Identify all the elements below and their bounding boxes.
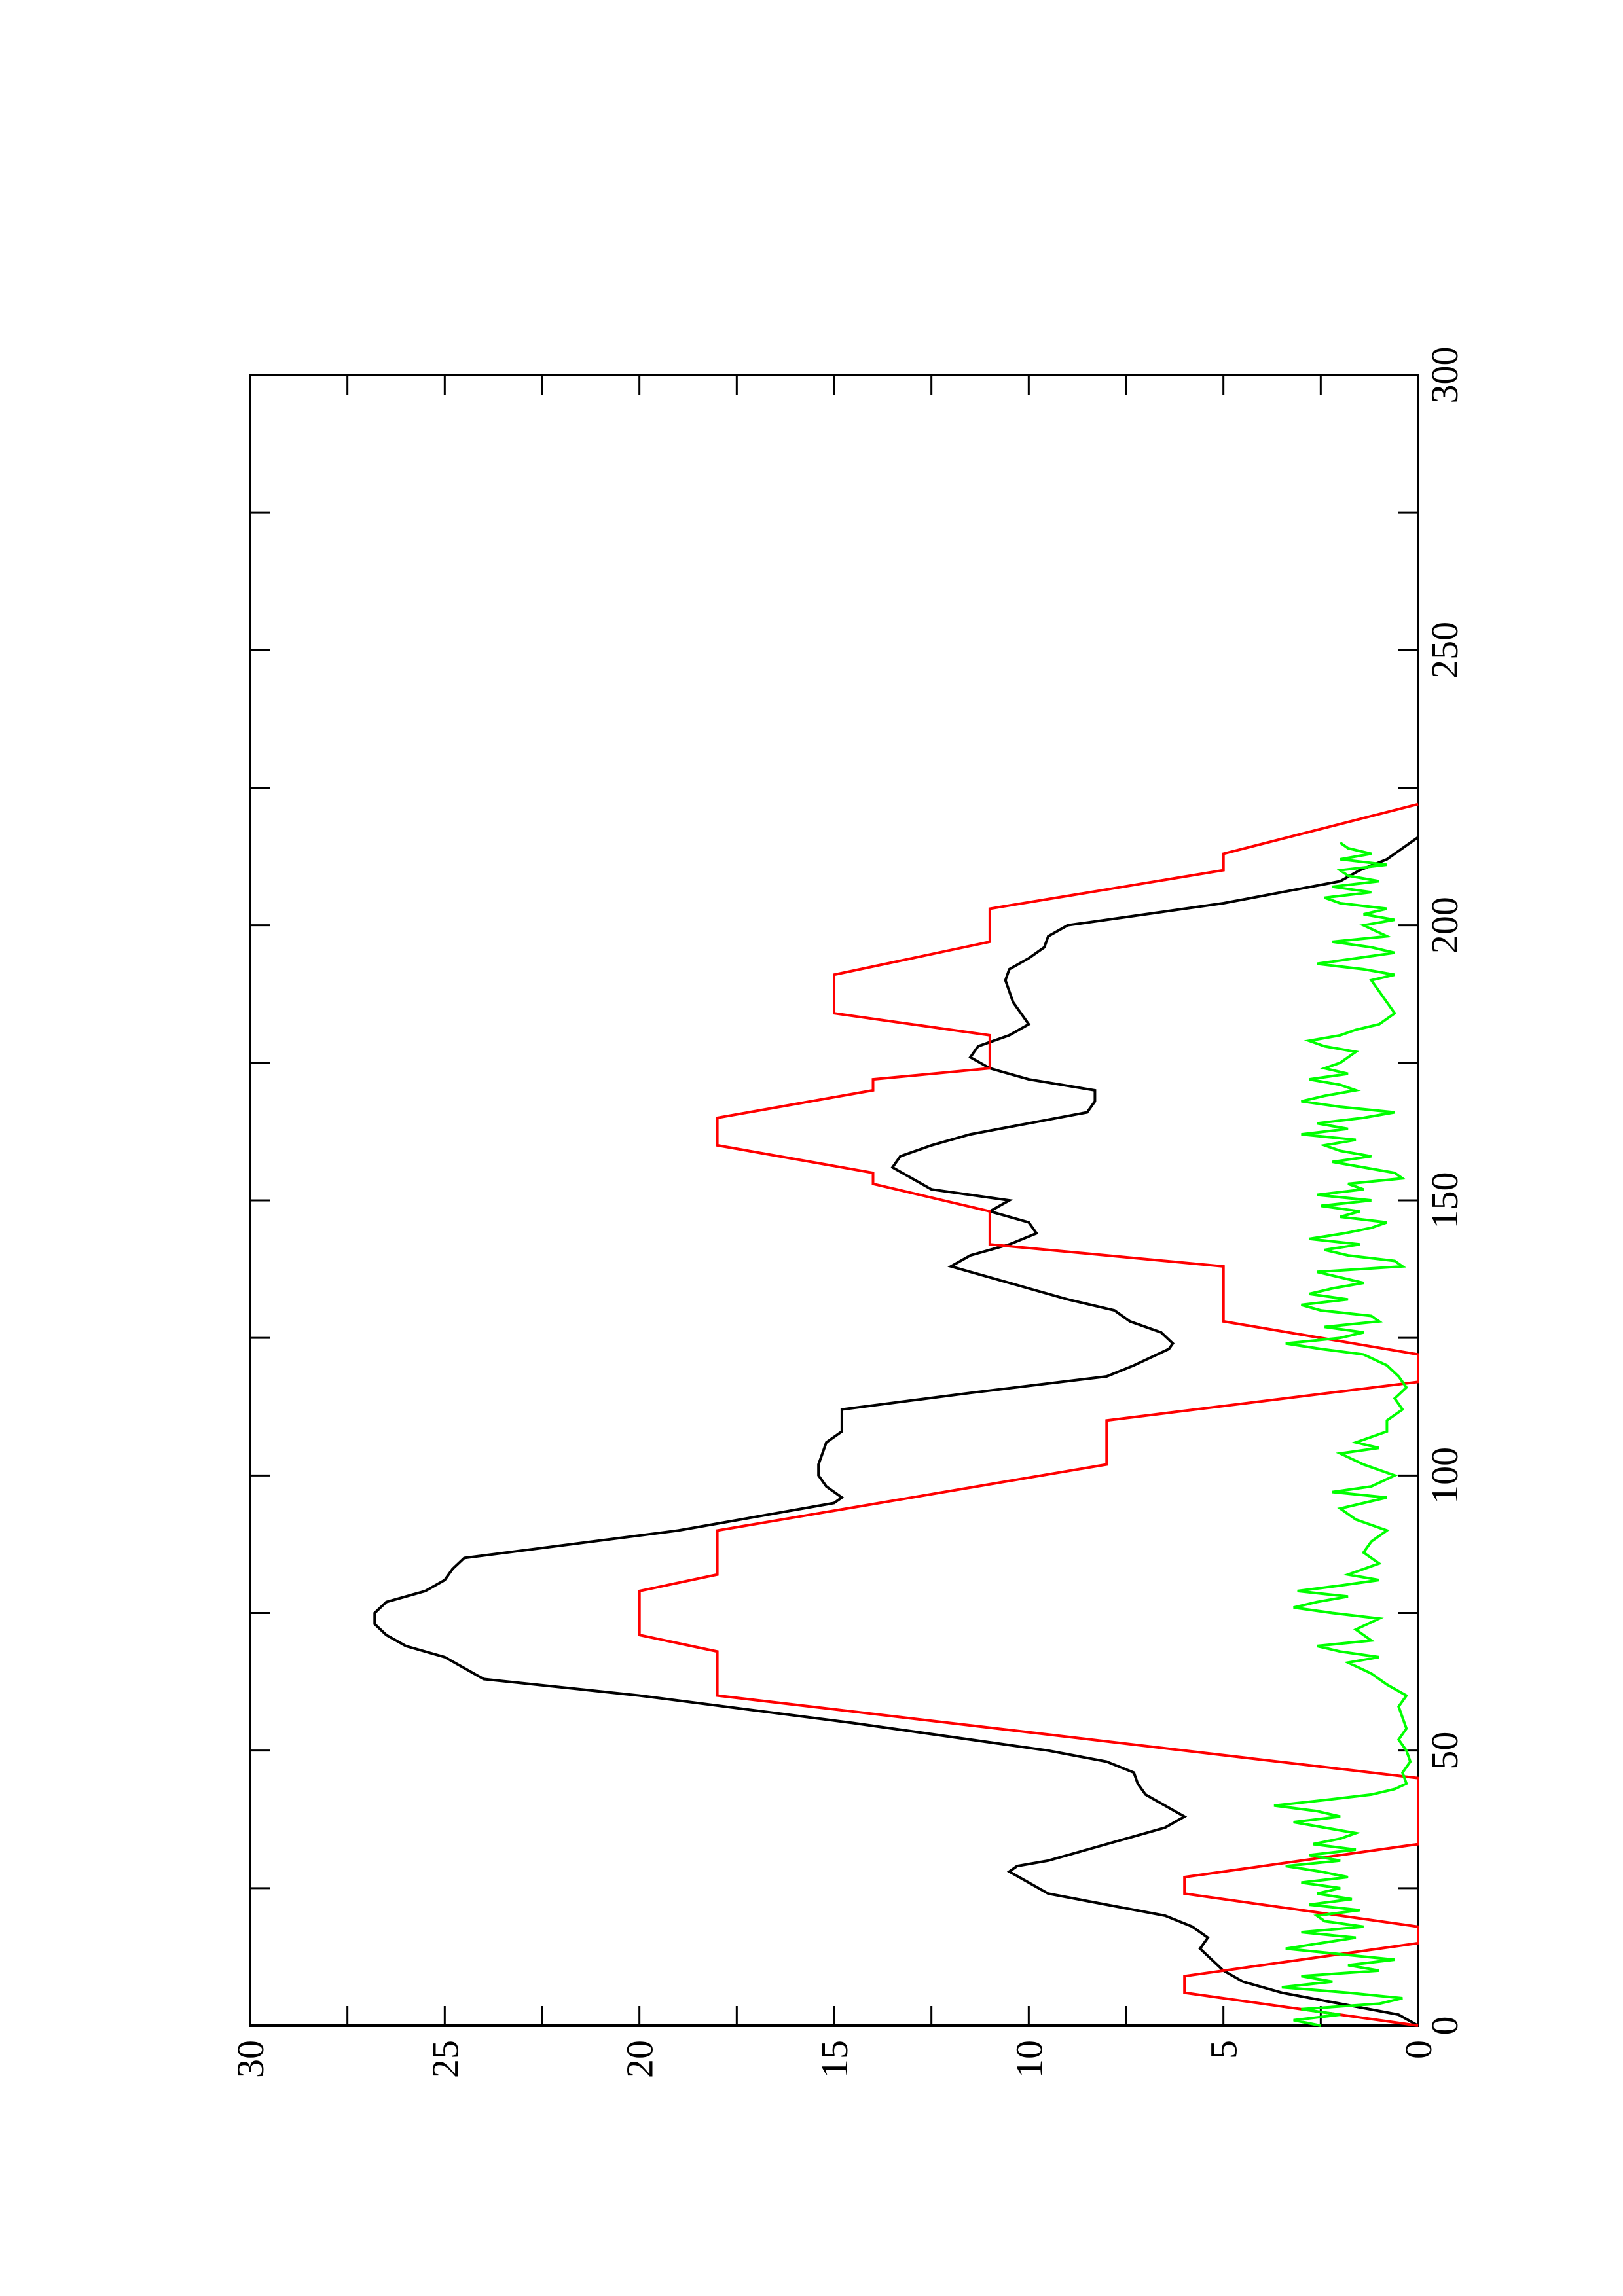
series-red-line [638, 802, 1419, 2027]
x-tick-label: 300 [1423, 347, 1466, 404]
x-tick-label: 150 [1423, 1172, 1466, 1229]
y-tick-label: 25 [424, 2040, 466, 2078]
x-tick-label: 250 [1423, 622, 1466, 679]
x-tick-label: 200 [1423, 897, 1466, 954]
y-tick-label: 10 [1008, 2040, 1050, 2078]
series-green-line [1273, 841, 1412, 2027]
y-tick-label: 0 [1397, 2040, 1440, 2059]
x-tick-label: 100 [1423, 1447, 1466, 1504]
plot-frame-border [249, 374, 1419, 2027]
axis-ticks [249, 374, 1419, 2027]
plot-area [249, 374, 1419, 2027]
y-tick-label: 20 [619, 2040, 661, 2078]
y-tick-label: 5 [1203, 2040, 1245, 2059]
x-axis-tick-labels: 0 50 100 150 200 250 300 [1423, 347, 1466, 2036]
y-tick-label: 15 [813, 2040, 856, 2078]
x-tick-label: 50 [1423, 1732, 1466, 1770]
y-axis-tick-labels: 0 5 10 15 20 25 30 [229, 2040, 1440, 2078]
series-black-line [373, 836, 1419, 2027]
x-tick-label: 0 [1423, 2017, 1466, 2036]
series-lines [373, 802, 1419, 2027]
y-tick-label: 30 [229, 2040, 272, 2078]
